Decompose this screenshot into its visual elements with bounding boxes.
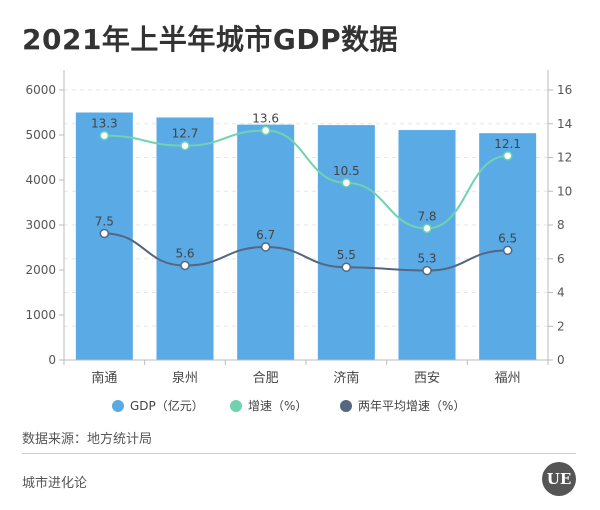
y-right-tick-label: 12 [557,151,572,165]
data-source: 数据来源：地方统计局 [22,432,153,447]
data-label: 5.6 [175,247,194,261]
y-right-tick-label: 14 [557,117,572,131]
x-tick-label: 合肥 [253,371,279,386]
data-point [260,125,271,136]
data-label: 12.1 [494,137,521,151]
divider [22,453,576,454]
y-left-tick-label: 6000 [25,83,56,97]
legend-label: 两年平均增速（%） [358,399,465,413]
legend-label: GDP（亿元） [130,398,204,413]
y-left-tick-label: 4000 [25,173,56,187]
y-right-tick-label: 4 [557,286,565,300]
data-point [260,242,271,252]
chart-title: 2021年上半年城市GDP数据 [22,23,399,56]
y-right-tick-label: 8 [557,218,565,232]
x-tick-label: 南通 [91,370,117,386]
legend-label: 增速（%） [248,399,307,413]
y-right-tick-label: 0 [557,353,565,367]
data-point [422,223,432,234]
legend-marker [230,400,242,412]
series-line-two-year-avg [104,232,508,272]
y-right-tick-label: 2 [557,319,565,333]
data-label: 7.5 [95,214,114,228]
data-point [502,151,513,161]
brand-logo: UE [542,462,576,496]
data-point [502,245,513,256]
data-point [180,260,190,271]
y-left-tick-label: 2000 [25,263,56,277]
data-point [341,262,352,272]
data-label: 10.5 [333,164,360,178]
data-label: 6.5 [498,231,517,245]
data-label: 13.6 [252,112,279,126]
combo-chart: 0 1000 2000 3000 4000 5000 6000 0 2 4 6 8 10 12 14 16 南通… [25,70,572,413]
data-label: 5.5 [337,248,356,262]
y-right-tick-label: 10 [557,184,572,198]
data-label: 12.7 [172,127,199,141]
data-label: 5.3 [417,252,436,266]
footer-brand: 城市进化论 [22,476,88,491]
y-left-tick-label: 3000 [25,218,56,232]
bar-泉州 [156,117,214,360]
data-label: 6.7 [256,228,275,242]
x-tick-label: 福州 [495,371,521,386]
x-tick-label: 西安 [414,371,440,386]
data-point [422,265,432,276]
legend-marker [340,400,352,412]
data-point [99,130,110,141]
data-label: 7.8 [417,209,436,223]
data-point [180,140,190,151]
data-label: 13.3 [91,117,118,131]
y-left-tick-label: 5000 [25,128,56,142]
bar-西安 [398,130,456,360]
legend-marker [112,400,124,412]
y-left-tick-label: 0 [48,353,56,367]
y-left-tick-label: 1000 [25,308,56,322]
data-point [99,228,110,239]
bar-济南 [317,125,375,360]
y-right-tick-label: 16 [557,83,572,97]
y-right-tick-label: 6 [557,252,565,266]
x-tick-label: 泉州 [172,370,198,386]
x-tick-label: 济南 [333,370,359,386]
data-point [341,178,352,188]
